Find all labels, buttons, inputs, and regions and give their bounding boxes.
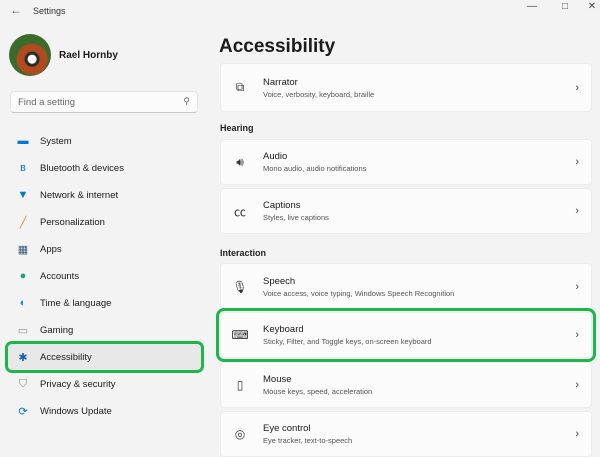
mouse-icon: ▯	[236, 378, 244, 392]
globe-clock-icon: ◐	[19, 297, 27, 309]
sidebar-item-label: Network & internet	[40, 189, 119, 201]
keyboard-icon: ⌨	[231, 328, 249, 342]
setting-subtitle: Mouse keys, speed, acceleration	[263, 387, 373, 396]
sidebar-item-time-language[interactable]: ◐ Time & language	[8, 290, 201, 316]
microphone-icon: 🎙︎	[232, 279, 248, 294]
sidebar-item-label: Apps	[40, 243, 62, 255]
setting-title: Speech	[263, 275, 296, 287]
setting-captions[interactable]: ㏄ Captions Styles, live captions ›	[220, 188, 592, 234]
wifi-icon: ▼	[17, 189, 29, 201]
arrow-left-icon[interactable]: ←	[10, 3, 22, 17]
chevron-right-icon: ›	[575, 428, 579, 440]
sidebar-item-system[interactable]: ▬ System	[8, 128, 201, 154]
setting-title: Mouse	[263, 374, 292, 385]
chevron-right-icon: ›	[575, 280, 579, 293]
setting-keyboard[interactable]: ⌨ Keyboard Sticky, Filter, and Toggle keys…	[216, 308, 596, 362]
sidebar-item-label: System	[40, 135, 72, 147]
setting-subtitle: Sticky, Filter, and Toggle keys, on-scre…	[263, 337, 432, 346]
eye-control-icon: ◎	[234, 427, 246, 441]
setting-mouse[interactable]: ▯ Mouse Mouse keys, speed, acceleration ›	[220, 362, 592, 408]
close-icon[interactable]: ✕	[587, 1, 597, 12]
chevron-right-icon: ›	[575, 205, 579, 217]
sidebar-item-accessibility[interactable]: ✱ Accessibility	[5, 341, 204, 373]
brush-icon: ╱	[19, 216, 27, 229]
sidebar-item-apps[interactable]: ▦ Apps	[8, 236, 201, 262]
sidebar-item-label: Time & language	[40, 297, 112, 309]
shield-icon: ⛉	[18, 377, 28, 390]
setting-title: Captions	[263, 200, 301, 211]
sidebar-item-personalization[interactable]: ╱ Personalization	[8, 209, 201, 235]
sidebar-item-windows-update[interactable]: ⟳ Windows Update	[8, 398, 201, 424]
setting-title: Narrator	[263, 76, 298, 88]
chevron-right-icon: ›	[575, 156, 579, 168]
sidebar-item-network-internet[interactable]: ▼ Network & internet	[8, 182, 201, 208]
setting-subtitle: Styles, live captions	[263, 213, 329, 222]
search-placeholder: Find a setting	[18, 97, 76, 108]
sidebar-item-label: Accounts	[40, 270, 80, 282]
setting-speech[interactable]: 🎙︎ Speech Voice access, voice typing, Wind…	[220, 263, 592, 310]
user-name: Rael Hornby	[59, 50, 118, 61]
setting-eye-control[interactable]: ◎ Eye control Eye tracker, text-to-speech ›	[220, 411, 592, 457]
setting-title: Eye control	[263, 423, 311, 434]
section-header: Interaction	[220, 248, 267, 258]
setting-subtitle: Voice access, voice typing, Windows Spee…	[263, 288, 455, 298]
sidebar-item-privacy-security[interactable]: ⛉ Privacy & security	[8, 371, 201, 397]
gamepad-icon: ▭	[17, 324, 29, 337]
maximize-icon[interactable]: □	[561, 1, 569, 12]
setting-subtitle: Eye tracker, text-to-speech	[263, 436, 353, 445]
section-header: Hearing	[220, 123, 254, 133]
sidebar-item-accounts[interactable]: ● Accounts	[8, 263, 201, 289]
sidebar-item-label: Gaming	[40, 324, 74, 336]
setting-subtitle: Mono audio, audio notifications	[263, 164, 367, 173]
setting-subtitle: Voice, verbosity, keyboard, braille	[263, 89, 375, 99]
chevron-right-icon: ›	[575, 81, 579, 94]
chevron-right-icon: ›	[575, 329, 579, 341]
sidebar-item-label: Privacy & security	[40, 378, 116, 390]
accessibility-icon: ✱	[18, 351, 28, 364]
setting-title: Audio	[263, 151, 288, 162]
speaker-icon: 🔊︎	[236, 154, 244, 169]
sidebar-item-label: Accessibility	[40, 351, 92, 363]
setting-audio[interactable]: 🔊︎ Audio Mono audio, audio notifications ›	[220, 139, 592, 185]
window-title: Settings	[33, 6, 66, 16]
search-icon[interactable]: ⚲	[183, 96, 190, 106]
minimize-icon[interactable]: —	[527, 1, 537, 12]
page-title: Accessibility	[219, 36, 336, 57]
person-icon: ●	[19, 270, 27, 282]
setting-title: Keyboard	[263, 324, 304, 335]
update-icon: ⟳	[18, 405, 28, 418]
sidebar-item-gaming[interactable]: ▭ Gaming	[8, 317, 201, 343]
narrator-icon: ⧉	[235, 80, 245, 94]
captions-icon: ㏄	[233, 204, 246, 219]
sidebar-item-label: Bluetooth & devices	[40, 162, 124, 174]
sidebar-item-label: Personalization	[40, 216, 105, 228]
avatar[interactable]	[9, 34, 51, 76]
chevron-right-icon: ›	[575, 379, 579, 391]
setting-narrator[interactable]: ⧉ Narrator Voice, verbosity, keyboard, bra…	[220, 63, 592, 112]
sidebar-item-bluetooth-devices[interactable]: ʙ Bluetooth & devices	[8, 155, 201, 181]
monitor-icon: ▬	[17, 135, 29, 147]
apps-icon: ▦	[17, 243, 29, 256]
sidebar-item-label: Windows Update	[40, 405, 112, 417]
search-input[interactable]: Find a setting ⚲	[10, 91, 198, 113]
bluetooth-icon: ʙ	[20, 162, 26, 174]
